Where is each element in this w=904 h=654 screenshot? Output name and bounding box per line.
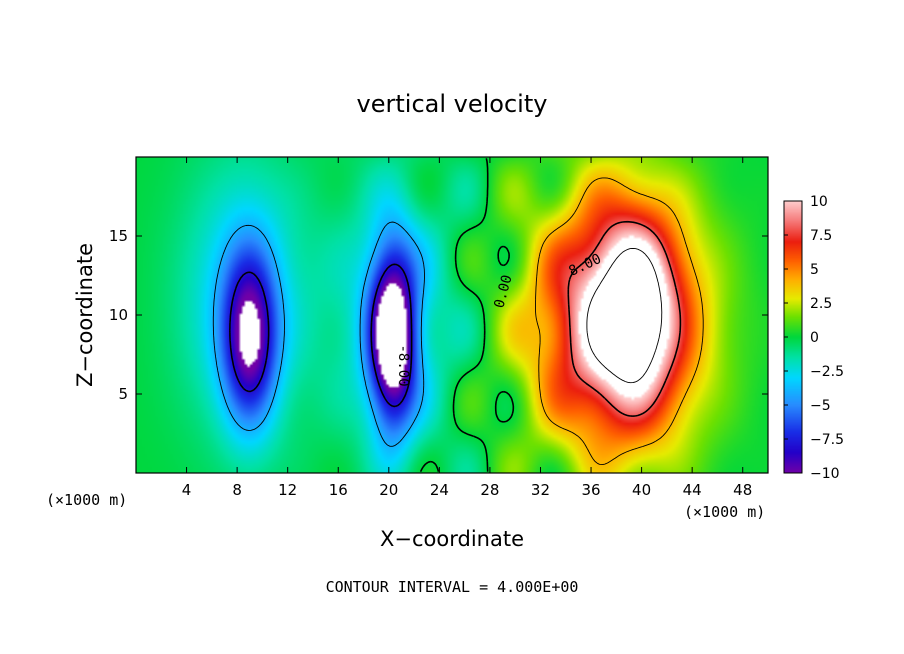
x-tick-label: 12 (278, 481, 297, 499)
contour-neg-8 (229, 263, 413, 408)
x-tick-label: 4 (182, 481, 192, 499)
y-axis-label: Z−coordinate (73, 243, 97, 387)
x-tick-label: 20 (379, 481, 398, 499)
contour-lines: 0.008.00-8.00 (212, 158, 704, 473)
y-tick-label: 10 (109, 306, 128, 324)
plot-area: 0.008.00-8.00 4 8 12 16 20 24 28 32 36 40 44 48 510… (109, 156, 769, 499)
contour-neg-4 (212, 221, 425, 447)
x-tick-label: 24 (430, 481, 449, 499)
colorbar-tick-label: 2.5 (810, 296, 832, 312)
colorbar-ticks: 10 7.5 5 2.5 0 −2.5 −5 −7.5 −10 (784, 194, 844, 482)
x-tick-label: 32 (531, 481, 550, 499)
colorbar-tick-label: −7.5 (810, 432, 844, 448)
x-unit-left: (×1000 m) (46, 491, 127, 509)
y-tick-label: 5 (118, 385, 128, 403)
colorbar: 10 7.5 5 2.5 0 −2.5 −5 −7.5 −10 (783, 194, 844, 482)
x-unit-right: (×1000 m) (684, 503, 765, 521)
x-axis-label: X−coordinate (380, 527, 524, 551)
y-axis: 5 10 15 (109, 227, 768, 403)
colorbar-tick-label: 10 (810, 194, 828, 210)
x-tick-label: 48 (733, 481, 752, 499)
x-tick-label: 8 (232, 481, 242, 499)
contour-label-text: -8.00 (395, 344, 411, 386)
x-tick-label: 16 (329, 481, 348, 499)
colorbar-tick-label: 7.5 (810, 228, 832, 244)
colorbar-tick-label: −10 (810, 466, 840, 482)
chart-title: vertical velocity (357, 90, 548, 118)
x-tick-label: 28 (480, 481, 499, 499)
y-tick-label: 15 (109, 227, 128, 245)
contour-8 (567, 220, 682, 417)
contour-12 (586, 247, 663, 384)
contour-4 (535, 177, 704, 466)
x-tick-label: 40 (632, 481, 651, 499)
colorbar-scale (784, 201, 802, 473)
contour-label-2: -8.00 (395, 344, 411, 386)
colorbar-tick-label: 0 (810, 330, 819, 346)
heatmap-field (136, 157, 768, 473)
x-tick-label: 36 (581, 481, 600, 499)
colorbar-tick-label: −5 (810, 398, 831, 414)
contour-0 (419, 158, 515, 473)
colorbar-tick-label: −2.5 (810, 364, 844, 380)
colorbar-tick-label: 5 (810, 262, 819, 278)
x-axis: 4 8 12 16 20 24 28 32 36 40 44 48 (182, 157, 752, 499)
x-tick-label: 44 (683, 481, 702, 499)
contour-interval-note: CONTOUR INTERVAL = 4.000E+00 (326, 578, 579, 596)
